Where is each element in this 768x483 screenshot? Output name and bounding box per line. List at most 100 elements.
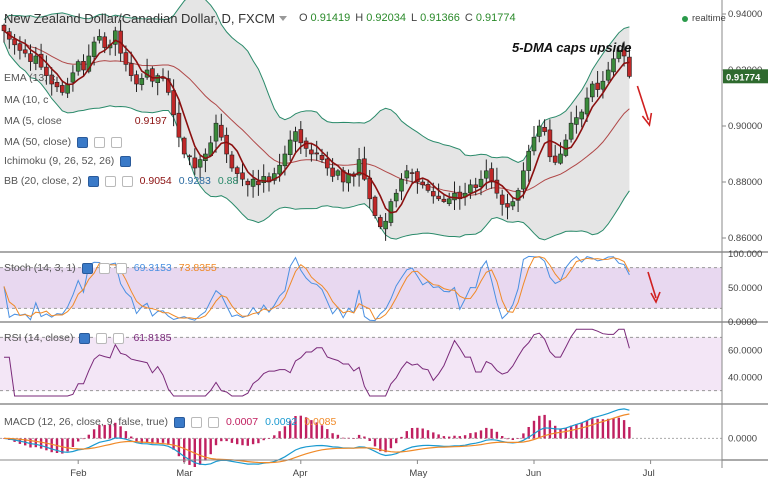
macd-histogram-bar: [204, 438, 207, 461]
macd-histogram-bar: [548, 420, 552, 439]
ohlc-low-value: 0.91366: [420, 12, 460, 24]
close-icon[interactable]: [115, 262, 127, 274]
legend-rsi-label: RSI (14, close): [4, 332, 74, 344]
macd-histogram-bar: [628, 427, 631, 439]
candle: [219, 113, 224, 141]
close-icon[interactable]: [121, 175, 133, 187]
candle: [314, 140, 320, 161]
macd-histogram-bar: [188, 438, 191, 465]
settings-icon[interactable]: [94, 136, 106, 148]
macd-histogram-bar: [294, 416, 297, 439]
time-axis-tick-label: Mar: [176, 468, 192, 479]
candle: [446, 192, 452, 207]
settings-icon[interactable]: [96, 332, 108, 344]
visibility-icon[interactable]: [87, 175, 99, 187]
macd-histogram-bar: [347, 437, 350, 439]
candle-body: [574, 117, 579, 125]
close-icon[interactable]: [111, 136, 123, 148]
settings-icon[interactable]: [190, 416, 202, 428]
visibility-icon[interactable]: [120, 155, 132, 167]
visibility-icon[interactable]: [77, 136, 89, 148]
legend-ichimoku[interactable]: Ichimoku (9, 26, 52, 26): [4, 155, 132, 167]
legend-rsi-value: 61.8185: [133, 332, 172, 344]
candle-body: [97, 36, 102, 41]
candle: [621, 41, 627, 67]
candle-body: [22, 49, 28, 54]
annotation-text: 5-DMA caps upside: [512, 40, 631, 55]
candle-body: [176, 112, 182, 138]
candle-body: [499, 194, 505, 205]
candle-body: [420, 181, 426, 186]
ma5-line: [3, 30, 630, 214]
macd-histogram-bar: [45, 438, 48, 451]
macd-histogram-bar: [315, 422, 318, 439]
rsi-axis-tick-label: 40.0000: [728, 372, 762, 383]
macd-histogram-bar: [384, 438, 387, 453]
macd-histogram-bar: [71, 438, 75, 447]
candle-body: [44, 66, 49, 76]
symbol-title: New Zealand Dollar/Canadian Dollar, D, F…: [4, 10, 275, 26]
candle: [54, 76, 60, 92]
legend-macd[interactable]: MACD (12, 26, close, 9, false, true) 0.0…: [4, 416, 336, 428]
candle-body: [483, 170, 489, 179]
candle-body: [531, 136, 537, 152]
legend-ma50[interactable]: MA (50, close): [4, 136, 123, 148]
legend-rsi[interactable]: RSI (14, close) 61.8185: [4, 332, 171, 344]
legend-bb-value3: 0.88: [217, 175, 239, 187]
candle: [139, 73, 145, 91]
rsi-pane[interactable]: [0, 328, 768, 405]
visibility-icon[interactable]: [81, 262, 93, 274]
macd-histogram-bar: [522, 433, 525, 439]
visibility-icon[interactable]: [173, 416, 185, 428]
macd-histogram-bar: [591, 418, 594, 439]
macd-histogram-bar: [416, 427, 419, 439]
legend-bb[interactable]: BB (20, close, 2) 0.9054 0.9283 0.88: [4, 175, 238, 187]
macd-histogram-bar: [108, 424, 112, 439]
macd-histogram-bar: [310, 420, 313, 439]
price-pane[interactable]: 5-DMA caps upside: [0, 0, 768, 253]
visibility-icon[interactable]: [79, 332, 91, 344]
candle: [155, 73, 160, 96]
last-price-label: 0.91774: [726, 72, 761, 83]
candle: [399, 173, 404, 201]
settings-icon[interactable]: [104, 175, 116, 187]
stoch-pane[interactable]: [0, 255, 768, 323]
time-axis-tick-label: Jun: [526, 468, 541, 479]
close-icon[interactable]: [207, 416, 219, 428]
close-icon[interactable]: [113, 332, 125, 344]
macd-histogram-bar: [246, 438, 249, 446]
macd-histogram-bar: [39, 438, 43, 449]
macd-histogram-bar: [453, 435, 456, 439]
candle: [229, 151, 235, 172]
legend-stoch-label: Stoch (14, 3, 1): [4, 262, 76, 274]
candle-body: [128, 63, 134, 76]
candle-body: [102, 36, 107, 48]
macd-histogram-bar: [267, 438, 271, 439]
settings-icon[interactable]: [98, 262, 110, 274]
candle-body: [229, 154, 235, 169]
oscillator-band: [0, 337, 722, 391]
candle-body: [271, 173, 277, 181]
stoch-annotation-arrow: [647, 271, 657, 299]
macd-histogram-bar: [569, 425, 573, 439]
macd-histogram-bar: [156, 438, 159, 444]
candle: [505, 193, 510, 220]
macd-histogram-bar: [511, 438, 514, 440]
legend-ma5-value: 0.9197: [134, 115, 167, 127]
candle: [49, 67, 55, 96]
time-axis-tick-label: Jul: [643, 468, 655, 479]
macd-histogram-bar: [103, 424, 106, 439]
legend-ma5[interactable]: MA (5, close 0.9197: [4, 115, 167, 127]
legend-ma10[interactable]: MA (10, c: [4, 94, 48, 106]
legend-ma10-label: MA (10, c: [4, 94, 49, 106]
symbol-dropdown-icon[interactable]: [278, 15, 287, 21]
price-axis-tick-label: 0.88000: [728, 177, 762, 188]
macd-histogram-bar: [326, 429, 329, 439]
stoch-axis-tick-label: 50.0000: [728, 283, 762, 294]
legend-stoch[interactable]: Stoch (14, 3, 1) 69.3153 73.8355: [4, 262, 217, 274]
macd-histogram-bar: [336, 434, 340, 439]
macd-histogram-bar: [601, 419, 605, 439]
legend-ema[interactable]: EMA (13, c: [4, 72, 55, 84]
candle: [542, 119, 547, 136]
